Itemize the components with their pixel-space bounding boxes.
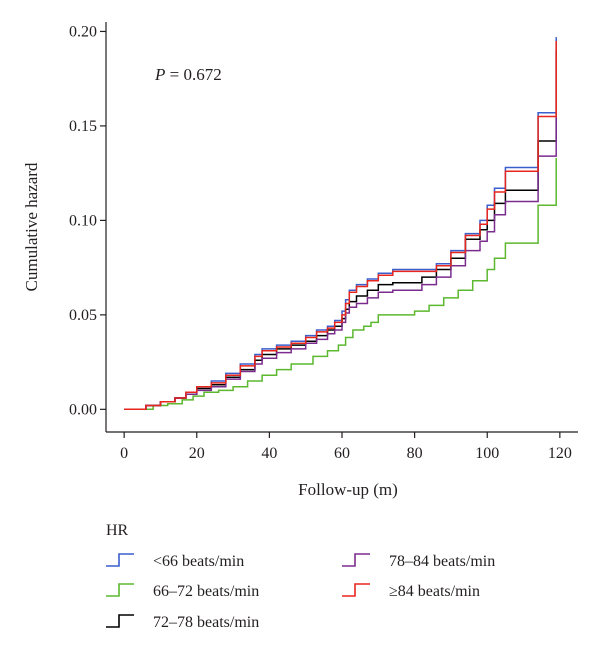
x-axis-title: Follow-up (m) [298, 480, 398, 499]
y-axis-title: Cumulative hazard [22, 162, 41, 291]
legend-symbol [342, 553, 370, 567]
x-tick-label: 60 [334, 445, 350, 462]
legend-item-label: 72–78 beats/min [153, 614, 259, 631]
y-tick-label: 0.05 [69, 307, 97, 324]
p-value-text: = 0.672 [165, 65, 221, 84]
series-line-2 [124, 158, 557, 411]
legend-symbol [106, 583, 134, 597]
x-tick-label: 120 [548, 445, 572, 462]
y-tick-label: 0.00 [69, 401, 97, 418]
legend-item-label: <66 beats/min [153, 553, 244, 570]
x-tick-label: 0 [120, 445, 128, 462]
y-tick-label: 0.15 [69, 118, 97, 135]
p-value-symbol: P [154, 65, 165, 84]
y-tick-label: 0.10 [69, 212, 97, 229]
series-line-4 [124, 50, 557, 411]
x-tick-label: 40 [261, 445, 277, 462]
series-line-1 [124, 37, 557, 411]
x-tick-label: 100 [475, 445, 499, 462]
x-tick-label: 20 [189, 445, 205, 462]
legend-item-label: ≥84 beats/min [389, 583, 480, 600]
legend-title: HR [106, 522, 129, 539]
series-line-5 [124, 40, 557, 411]
y-axis-ticks: 0.00 0.05 0.10 0.15 0.20 [69, 23, 106, 418]
series-line-3 [124, 50, 557, 411]
legend-item-label: 66–72 beats/min [153, 583, 259, 600]
x-tick-label: 80 [407, 445, 423, 462]
series-lines [124, 37, 557, 411]
x-axis-ticks: 0 20 40 60 80 100 120 [120, 432, 572, 462]
legend-symbol [106, 614, 134, 628]
legend: HR <66 beats/min 66–72 beats/min 72–78 bea… [106, 522, 495, 631]
p-value-annotation: P = 0.672 [154, 65, 222, 84]
legend-symbol [106, 553, 134, 567]
y-tick-label: 0.20 [69, 23, 97, 40]
legend-item-label: 78–84 beats/min [389, 553, 495, 570]
legend-symbol [342, 583, 370, 597]
